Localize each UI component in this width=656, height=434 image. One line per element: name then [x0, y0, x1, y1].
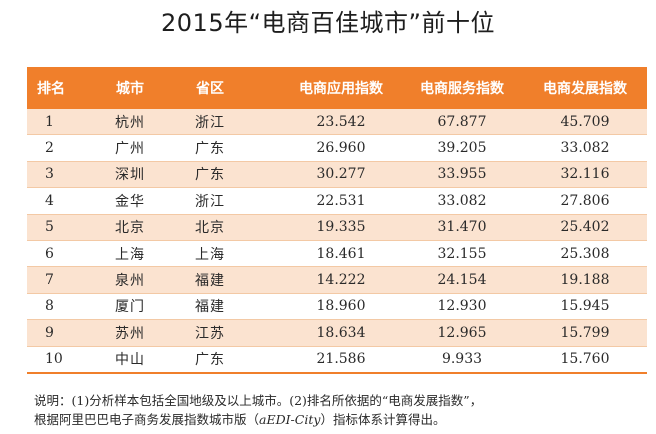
cell-rank: 3	[27, 161, 112, 189]
cell-service-index: 39.205	[401, 134, 523, 162]
footnote-line-2-start: 根据阿里巴巴电子商务发展指数城市版（	[34, 412, 260, 427]
cell-application-index: 30.277	[281, 161, 401, 189]
cell-province: 江苏	[192, 319, 281, 347]
cell-application-index: 22.531	[281, 187, 401, 215]
cell-application-index: 21.586	[281, 346, 401, 374]
cell-province: 浙江	[192, 109, 281, 136]
cell-province: 广东	[192, 161, 281, 189]
cell-development-index: 25.308	[523, 240, 647, 268]
cell-application-index: 26.960	[281, 134, 401, 162]
footnote-line-1: 说明：(1)分析样本包括全国地级及以上城市。(2)排名所依据的“电商发展指数”，	[34, 393, 483, 408]
cell-service-index: 67.877	[401, 109, 523, 136]
cell-province: 福建	[192, 293, 281, 321]
table-row: 10 中山 广东 21.586 9.933 15.760	[27, 346, 647, 374]
cell-service-index: 12.930	[401, 293, 523, 321]
cell-city: 广州	[112, 134, 192, 162]
cell-rank: 1	[27, 109, 112, 136]
cell-province: 福建	[192, 266, 281, 294]
cell-city: 上海	[112, 240, 192, 268]
cell-city: 厦门	[112, 293, 192, 321]
cell-service-index: 33.082	[401, 187, 523, 215]
table-row: 3 深圳 广东 30.277 33.955 32.116	[27, 161, 647, 189]
table-row: 8 厦门 福建 18.960 12.930 15.945	[27, 293, 647, 321]
cell-application-index: 18.461	[281, 240, 401, 268]
footnote-line-2-end: ）指标体系计算得出。	[320, 412, 446, 427]
cell-development-index: 25.402	[523, 214, 647, 241]
table-row: 5 北京 北京 19.335 31.470 25.402	[27, 214, 647, 241]
cell-rank: 8	[27, 293, 112, 321]
header-city: 城市	[112, 67, 192, 109]
cell-rank: 6	[27, 240, 112, 268]
cell-rank: 9	[27, 319, 112, 347]
ranking-table: 排名 城市 省区 电商应用指数 电商服务指数 电商发展指数 1 杭州 浙江 23…	[27, 67, 647, 374]
cell-province: 北京	[192, 214, 281, 241]
cell-development-index: 15.799	[523, 319, 647, 347]
cell-city: 北京	[112, 214, 192, 241]
header-rank: 排名	[27, 67, 112, 109]
cell-service-index: 31.470	[401, 214, 523, 241]
cell-application-index: 18.960	[281, 293, 401, 321]
table-row: 9 苏州 江苏 18.634 12.965 15.799	[27, 319, 647, 347]
table-header-row: 排名 城市 省区 电商应用指数 电商服务指数 电商发展指数	[27, 67, 647, 109]
cell-application-index: 14.222	[281, 266, 401, 294]
cell-service-index: 9.933	[401, 346, 523, 374]
cell-city: 深圳	[112, 161, 192, 189]
cell-province: 广东	[192, 134, 281, 162]
cell-development-index: 15.945	[523, 293, 647, 321]
header-province: 省区	[192, 67, 281, 109]
footnote-aedi-city: aEDI-City	[259, 412, 321, 427]
page-title: 2015年“电商百佳城市”前十位	[161, 9, 495, 37]
cell-city: 中山	[112, 346, 192, 374]
cell-province: 上海	[192, 240, 281, 268]
cell-development-index: 27.806	[523, 187, 647, 215]
table-row: 1 杭州 浙江 23.542 67.877 45.709	[27, 109, 647, 136]
cell-service-index: 32.155	[401, 240, 523, 268]
cell-rank: 2	[27, 134, 112, 162]
cell-rank: 10	[27, 346, 112, 374]
cell-province: 浙江	[192, 187, 281, 215]
cell-city: 泉州	[112, 266, 192, 294]
table-row: 6 上海 上海 18.461 32.155 25.308	[27, 240, 647, 268]
cell-province: 广东	[192, 346, 281, 374]
cell-city: 苏州	[112, 319, 192, 347]
table-row: 2 广州 广东 26.960 39.205 33.082	[27, 134, 647, 162]
header-ecommerce-service-index: 电商服务指数	[401, 67, 523, 109]
cell-application-index: 18.634	[281, 319, 401, 347]
cell-development-index: 45.709	[523, 109, 647, 136]
cell-service-index: 12.965	[401, 319, 523, 347]
footnote: 说明：(1)分析样本包括全国地级及以上城市。(2)排名所依据的“电商发展指数”，…	[34, 391, 644, 429]
cell-application-index: 19.335	[281, 214, 401, 241]
cell-rank: 4	[27, 187, 112, 215]
header-ecommerce-application-index: 电商应用指数	[281, 67, 401, 109]
table-row: 7 泉州 福建 14.222 24.154 19.188	[27, 266, 647, 294]
cell-rank: 7	[27, 266, 112, 294]
table-row: 4 金华 浙江 22.531 33.082 27.806	[27, 187, 647, 215]
header-ecommerce-development-index: 电商发展指数	[523, 67, 647, 109]
cell-development-index: 33.082	[523, 134, 647, 162]
cell-development-index: 32.116	[523, 161, 647, 189]
footnote-line-2: 根据阿里巴巴电子商务发展指数城市版（aEDI-City）指标体系计算得出。	[34, 410, 644, 429]
cell-city: 金华	[112, 187, 192, 215]
cell-development-index: 19.188	[523, 266, 647, 294]
cell-service-index: 24.154	[401, 266, 523, 294]
cell-application-index: 23.542	[281, 109, 401, 136]
cell-development-index: 15.760	[523, 346, 647, 374]
cell-city: 杭州	[112, 109, 192, 136]
cell-rank: 5	[27, 214, 112, 241]
cell-service-index: 33.955	[401, 161, 523, 189]
